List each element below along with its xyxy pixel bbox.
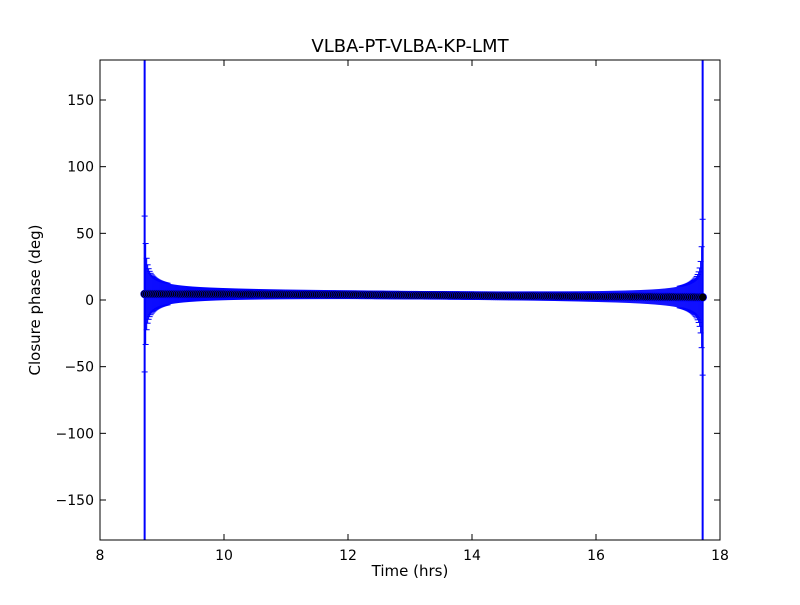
x-tick-label: 8 <box>96 548 105 564</box>
x-tick-label: 18 <box>711 548 729 564</box>
data-point-group <box>140 289 707 302</box>
y-tick-label: 0 <box>85 293 94 309</box>
x-tick-label: 10 <box>215 548 233 564</box>
y-tick-label: 100 <box>67 160 94 176</box>
x-tick-label: 16 <box>587 548 605 564</box>
y-tick-label: 50 <box>76 226 94 242</box>
x-tick-label: 12 <box>339 548 357 564</box>
data-point <box>698 292 707 302</box>
x-tick-label: 14 <box>463 548 481 564</box>
y-tick-label: −150 <box>56 493 94 509</box>
y-tick-label: −100 <box>56 426 94 442</box>
x-axis-label: Time (hrs) <box>371 562 449 580</box>
y-tick-label: −50 <box>64 360 94 376</box>
plot-content <box>140 60 707 540</box>
chart-title: VLBA-PT-VLBA-KP-LMT <box>311 36 509 57</box>
y-axis-label: Closure phase (deg) <box>26 225 44 376</box>
axis-ticks: 8 10 12 14 16 18 −150 −100 −50 0 50 100 150 <box>56 60 729 564</box>
y-tick-label: 150 <box>67 93 94 109</box>
